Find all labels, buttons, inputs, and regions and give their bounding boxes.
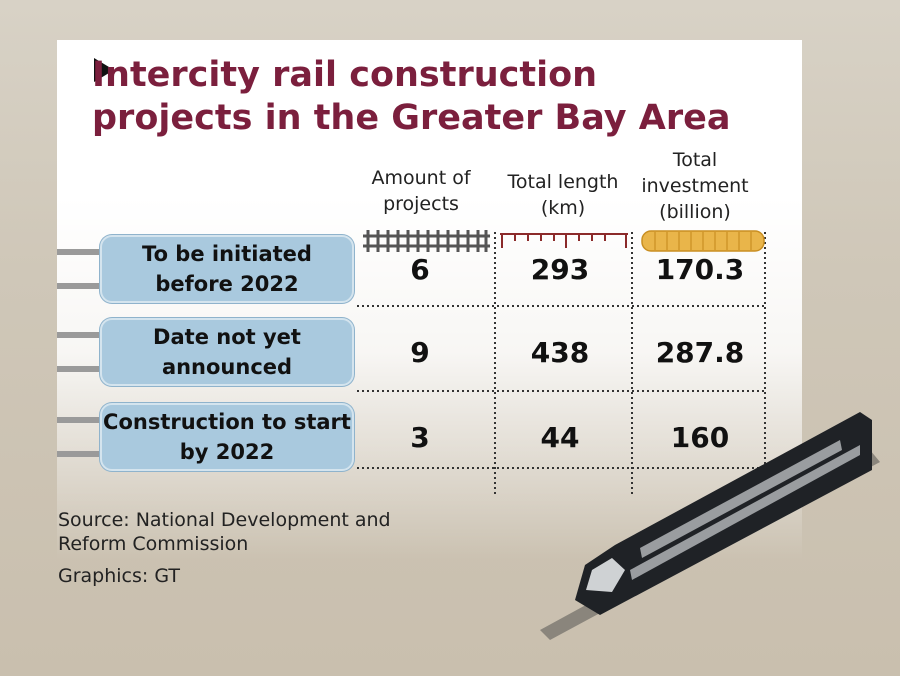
- coin-icon: [641, 230, 765, 252]
- row-stub: [57, 249, 99, 255]
- row-label: Construction to start by 2022: [100, 403, 354, 471]
- row-stub: [57, 417, 99, 423]
- column-header: Amount of projects: [371, 167, 471, 215]
- row-stub: [57, 283, 99, 289]
- cell-value: 170.3: [655, 253, 745, 286]
- cell-value: 287.8: [655, 336, 745, 369]
- cell-value: 293: [530, 253, 590, 286]
- row-stub: [57, 451, 99, 457]
- cell-value: 9: [410, 336, 430, 369]
- cell-value: 438: [530, 336, 590, 369]
- cell-value: 3: [410, 421, 430, 454]
- cell-value: 160: [670, 421, 730, 454]
- column-header: Total investment (billion): [641, 149, 749, 223]
- title-marker: [94, 58, 114, 82]
- source: Source: National Development and Reform …: [58, 509, 391, 555]
- cell-value: 6: [410, 253, 430, 286]
- train-illustration: [540, 412, 880, 640]
- row-label: Date not yet announced: [100, 318, 354, 386]
- credit: Graphics: GT: [58, 565, 180, 587]
- title-line: Intercity rail construction: [92, 55, 598, 95]
- title-line: projects in the Greater Bay Area: [92, 98, 731, 138]
- row-stub: [57, 332, 99, 338]
- row-label: To be initiated before 2022: [100, 235, 354, 303]
- track-icon: [363, 230, 490, 252]
- cell-value: 44: [540, 421, 580, 454]
- ruler-icon: [500, 233, 628, 248]
- grid: [357, 232, 766, 495]
- row-stub: [57, 366, 99, 372]
- column-header: Total length (km): [507, 171, 619, 219]
